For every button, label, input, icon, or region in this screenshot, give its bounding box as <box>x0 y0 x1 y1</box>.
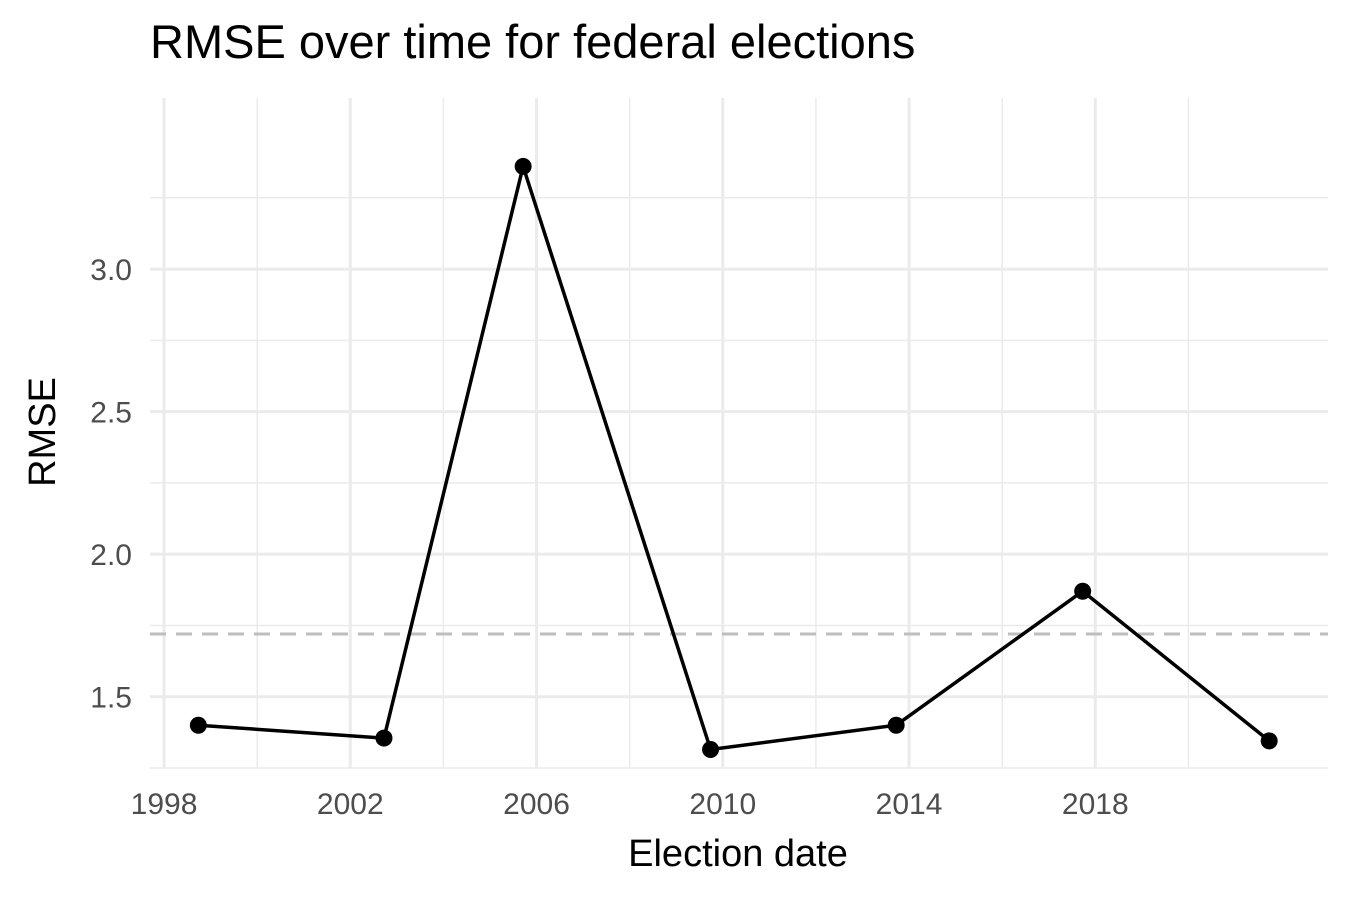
data-point <box>375 729 393 747</box>
major-gridlines <box>150 98 1328 768</box>
x-tick-label: 2014 <box>876 788 943 821</box>
series-line <box>198 164 1271 752</box>
x-axis-title: Election date <box>628 833 848 875</box>
x-tick-label: 2010 <box>689 788 756 821</box>
x-tick-label: 2002 <box>317 788 384 821</box>
chart-title: RMSE over time for federal elections <box>150 15 916 68</box>
series-layer <box>189 157 1278 758</box>
x-tick-label: 1998 <box>131 788 198 821</box>
x-tick-label: 2018 <box>1062 788 1129 821</box>
y-tick-label: 1.5 <box>90 682 132 715</box>
data-point <box>514 157 532 175</box>
y-tick-label: 2.5 <box>90 397 132 430</box>
x-axis-tick-labels: 1998 2002 2006 2010 2014 2018 <box>131 788 1129 821</box>
y-tick-label: 2.0 <box>90 539 132 572</box>
data-point <box>1074 582 1092 600</box>
y-axis-tick-labels: 1.5 2.0 2.5 3.0 <box>90 254 132 715</box>
data-point <box>189 716 207 734</box>
y-tick-label: 3.0 <box>90 254 132 287</box>
data-point <box>1260 732 1278 750</box>
data-point <box>887 716 905 734</box>
data-point <box>702 740 720 758</box>
x-tick-label: 2006 <box>503 788 570 821</box>
y-axis-title: RMSE <box>22 377 64 487</box>
minor-gridlines <box>150 98 1328 769</box>
